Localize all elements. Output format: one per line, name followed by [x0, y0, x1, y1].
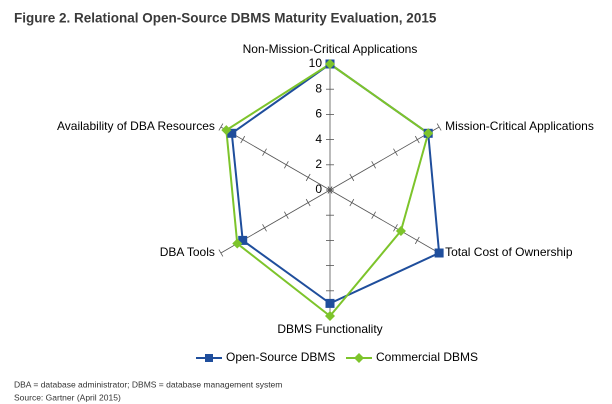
tick-mark	[262, 224, 267, 232]
tick-mark	[305, 198, 311, 207]
r-tick-label: 0	[315, 182, 322, 196]
marker	[423, 128, 434, 139]
tick-mark	[218, 249, 224, 257]
tick-mark	[262, 148, 267, 156]
tick-mark	[349, 198, 355, 207]
category-label: Total Cost of Ownership	[445, 245, 573, 259]
chart-title: Figure 2. Relational Open-Source DBMS Ma…	[14, 11, 437, 26]
tick-mark	[284, 161, 289, 169]
tick-mark	[218, 123, 224, 131]
tick-mark	[305, 173, 311, 182]
tick-mark	[327, 186, 333, 194]
marker	[227, 128, 237, 138]
marker	[238, 235, 248, 245]
legend-label: Open-Source DBMS	[226, 350, 335, 364]
category-label: Non-Mission-Critical Applications	[243, 42, 418, 56]
tick-mark	[414, 236, 420, 245]
tick-mark	[393, 224, 398, 232]
marker	[221, 125, 232, 136]
tick-mark	[240, 135, 246, 144]
tick-mark	[349, 173, 355, 182]
footnote: DBA = database administrator; DBMS = dat…	[14, 379, 282, 389]
r-tick-label: 2	[315, 157, 322, 171]
tick-mark	[371, 161, 376, 169]
source: Source: Gartner (April 2015)	[14, 392, 121, 402]
marker	[325, 59, 335, 69]
legend-marker	[354, 353, 364, 363]
category-label: DBA Tools	[160, 245, 215, 259]
tick-mark	[284, 211, 289, 219]
r-tick-label: 6	[315, 107, 322, 121]
r-tick-label: 4	[315, 132, 322, 146]
r-tick-label: 10	[309, 56, 323, 70]
tick-mark	[371, 211, 376, 219]
category-label: Availability of DBA Resources	[57, 119, 215, 133]
tick-mark	[393, 148, 398, 156]
marker	[395, 225, 406, 236]
marker	[232, 238, 243, 249]
marker	[325, 298, 335, 308]
r-tick-label: 8	[315, 81, 322, 95]
tick-mark	[436, 123, 442, 131]
marker	[325, 311, 335, 321]
legend-label: Commercial DBMS	[376, 350, 478, 364]
category-label: Mission-Critical Applications	[445, 119, 594, 133]
legend-marker	[205, 354, 213, 362]
spoke	[329, 126, 440, 191]
series-polygon	[230, 62, 441, 305]
category-label: DBMS Functionality	[277, 322, 382, 336]
marker	[434, 248, 444, 258]
spoke	[329, 189, 440, 254]
spoke	[220, 126, 331, 191]
tick-mark	[414, 135, 420, 144]
